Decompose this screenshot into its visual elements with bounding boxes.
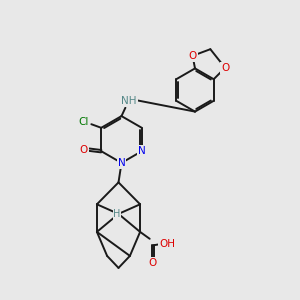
Text: OH: OH (159, 239, 175, 249)
Text: N: N (118, 158, 125, 168)
Text: NH: NH (121, 96, 137, 106)
Text: O: O (148, 258, 157, 268)
Text: N: N (138, 146, 146, 156)
Text: Cl: Cl (79, 117, 89, 127)
Text: O: O (188, 51, 197, 61)
Text: O: O (80, 145, 88, 155)
Text: H: H (113, 209, 121, 219)
Text: O: O (221, 63, 229, 73)
